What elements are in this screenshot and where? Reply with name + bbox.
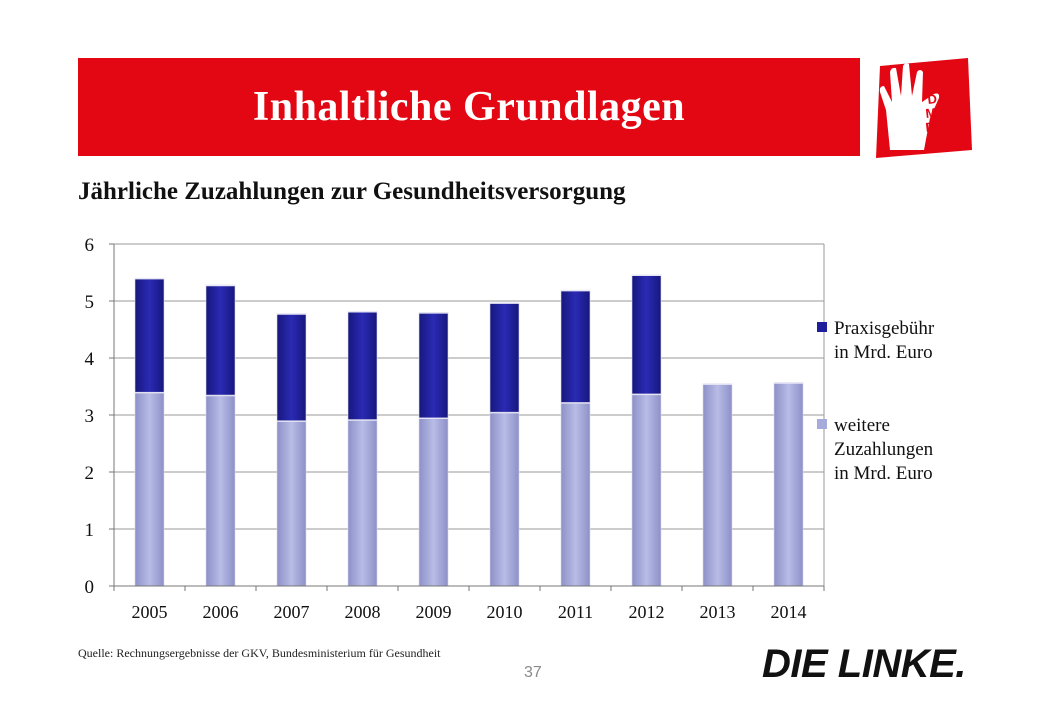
- bar-praxisgebuehr-2011: [560, 289, 591, 403]
- bar-weitere-zuzahlungen-2014: [773, 382, 804, 587]
- bar-weitere-zuzahlungen-2006: [205, 394, 236, 587]
- bar-praxisgebuehr-2007: [276, 313, 307, 422]
- legend-swatch-weitere-zuzahlungen: [817, 419, 827, 429]
- logo-line-1: DAS: [927, 89, 956, 107]
- y-tick-label: 4: [85, 349, 95, 370]
- bar-weitere-zuzahlungen-2013: [702, 383, 733, 587]
- x-tick-label: 2011: [558, 602, 593, 622]
- die-linke-logo: DIE LINKE.: [762, 642, 966, 686]
- legend-swatch-praxisgebuehr: [817, 322, 827, 332]
- x-tick-label: 2008: [345, 602, 381, 622]
- page-title: Inhaltliche Grundlagen: [252, 84, 686, 130]
- y-tick-label: 3: [85, 406, 95, 427]
- bar-praxisgebuehr-2009: [418, 312, 449, 419]
- y-tick-label: 1: [85, 520, 95, 541]
- x-tick-label: 2007: [274, 602, 310, 622]
- bar-weitere-zuzahlungen-2009: [418, 417, 449, 587]
- bar-weitere-zuzahlungen-2012: [631, 393, 662, 587]
- bar-praxisgebuehr-2005: [134, 277, 165, 393]
- x-tick-label: 2006: [203, 602, 239, 622]
- logo-line-3: DRIN: [925, 117, 958, 135]
- y-tick-label: 2: [85, 463, 95, 484]
- das-muss-drin-sein-logo: DAS MUSS DRIN SEIN.: [876, 58, 972, 158]
- bar-praxisgebuehr-2010: [489, 302, 520, 413]
- logo-line-2: MUSS: [925, 102, 964, 121]
- bar-praxisgebuehr-2012: [631, 274, 662, 395]
- page-number: 37: [524, 664, 542, 681]
- x-tick-label: 2005: [132, 602, 168, 622]
- bar-weitere-zuzahlungen-2010: [489, 411, 520, 587]
- x-tick-label: 2012: [629, 602, 665, 622]
- legend-label: Praxisgebühr: [834, 318, 935, 339]
- x-tick-label: 2009: [416, 602, 452, 622]
- bar-praxisgebuehr-2006: [205, 284, 236, 396]
- logo-line-4: SEIN.: [925, 131, 960, 149]
- legend-label: weitere: [834, 415, 890, 436]
- x-tick-label: 2014: [771, 602, 807, 622]
- y-tick-label: 0: [85, 577, 95, 598]
- x-tick-label: 2010: [487, 602, 523, 622]
- bar-weitere-zuzahlungen-2005: [134, 391, 165, 587]
- legend-label: Zuzahlungen: [834, 439, 934, 460]
- y-tick-label: 5: [85, 292, 95, 313]
- chart-subtitle: Jährliche Zuzahlungen zur Gesundheitsver…: [78, 178, 626, 205]
- title-band: Inhaltliche Grundlagen: [78, 58, 860, 156]
- x-tick-label: 2013: [700, 602, 736, 622]
- bar-weitere-zuzahlungen-2011: [560, 402, 591, 587]
- bar-weitere-zuzahlungen-2008: [347, 419, 378, 587]
- legend-label: in Mrd. Euro: [834, 463, 933, 484]
- bar-weitere-zuzahlungen-2007: [276, 420, 307, 587]
- bar-praxisgebuehr-2008: [347, 310, 378, 420]
- source-note: Quelle: Rechnungsergebnisse der GKV, Bun…: [78, 646, 441, 660]
- y-tick-label: 6: [85, 235, 95, 256]
- legend-label: in Mrd. Euro: [834, 342, 933, 363]
